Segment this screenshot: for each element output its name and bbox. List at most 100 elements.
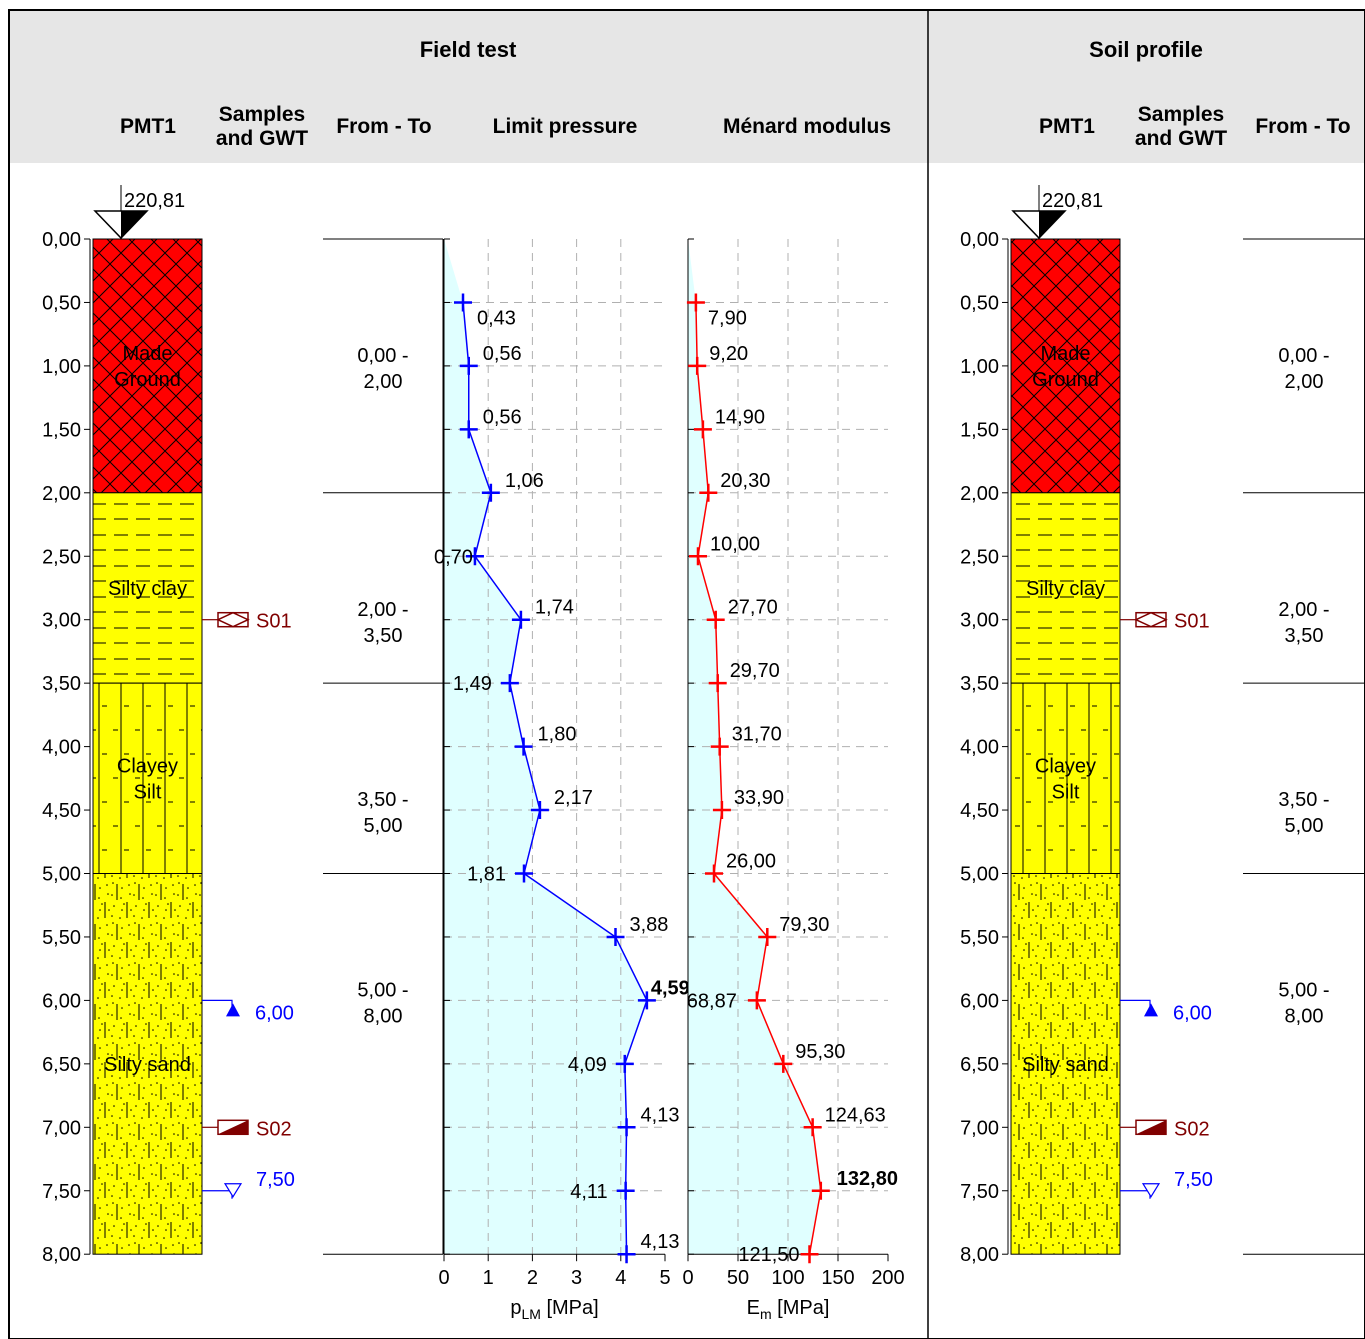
left-borehole: 220,81 Made Ground Silty clay Clayey Silt Silt…: [42, 185, 295, 1266]
elevation-marker-fill-icon: [121, 211, 147, 238]
chart-point-marker: [686, 293, 705, 312]
range-to: 8,00: [1285, 1006, 1324, 1028]
outer-frame: [8, 9, 1365, 1339]
chart-point-marker: [617, 1118, 636, 1137]
chart-point-marker: [481, 483, 500, 502]
groundwater-label: 7,50: [1174, 1169, 1213, 1191]
chart-data-label: 4,13: [641, 1231, 680, 1253]
depth-tick-label: 2,50: [42, 546, 81, 568]
depth-tick-label: 7,50: [42, 1181, 81, 1203]
diagram-body: 220,81 Made Ground Silty clay Clayey Silt Silt…: [42, 185, 1365, 1322]
soil-layer-pattern: [92, 492, 203, 684]
depth-tick-label: 3,50: [42, 673, 81, 695]
range-from: 5,00 -: [357, 980, 408, 1002]
chart-x-tick-label: 200: [871, 1267, 904, 1289]
chart-point-marker: [514, 737, 533, 756]
chart-data-label: 79,30: [779, 914, 829, 936]
sample-box: [217, 611, 249, 628]
range-from: 2,00 -: [1278, 599, 1329, 621]
elevation-label: 220,81: [1042, 190, 1103, 212]
chart-x-tick-label: 1: [483, 1267, 494, 1289]
chart-x-tick-label: 150: [821, 1267, 854, 1289]
depth-tick-label: 3,50: [960, 673, 999, 695]
depth-tick-label: 1,50: [960, 419, 999, 441]
chart-data-label: 33,90: [734, 787, 784, 809]
undisturbed-sample-icon: [1134, 611, 1168, 628]
depth-tick-label: 4,50: [960, 800, 999, 822]
chart-data-label: 14,90: [715, 406, 765, 428]
chart-point-marker: [459, 356, 478, 375]
chart-area-fill: [444, 239, 647, 1255]
chart-data-label: 7,90: [708, 307, 747, 329]
chart-data-label: 95,30: [795, 1041, 845, 1063]
depth-tick-label: 6,50: [42, 1054, 81, 1076]
chart-point-marker: [615, 1054, 634, 1073]
chart-data-label: 4,11: [570, 1181, 607, 1203]
col-samples-right-2: and GWT: [1135, 127, 1227, 150]
depth-tick-label: 2,00: [42, 483, 81, 505]
soil-profile-title: Soil profile: [1089, 37, 1203, 62]
range-to: 3,50: [1285, 625, 1324, 647]
soil-layer-pattern: [92, 682, 203, 875]
soil-layer-name: Clayey: [117, 755, 178, 777]
chart-point-marker: [705, 864, 723, 883]
col-samples-left-2: and GWT: [216, 127, 308, 150]
depth-tick-label: 0,50: [960, 292, 999, 314]
header-band: [9, 10, 1365, 163]
chart-point-marker: [688, 356, 707, 375]
depth-tick-label: 5,50: [42, 927, 81, 949]
chart-point-marker: [708, 674, 727, 693]
chart-point-marker: [511, 610, 530, 629]
chart-x-tick-label: 2: [527, 1267, 538, 1289]
depth-tick-label: 4,50: [42, 800, 81, 822]
soil-layer-name: Silty sand: [1022, 1054, 1109, 1076]
depth-tick-label: 3,00: [42, 610, 81, 632]
undisturbed-sample-icon: [216, 611, 250, 628]
depth-tick-label: 3,00: [960, 610, 999, 632]
groundwater-leader: [1120, 999, 1151, 1009]
chart-point-marker: [774, 1054, 793, 1073]
chart-point-marker: [800, 1245, 819, 1264]
chart-point-marker: [689, 547, 707, 566]
chart-point-marker: [712, 801, 731, 820]
soil-layer-name: Silt: [1052, 781, 1080, 803]
chart-data-label: 1,06: [505, 470, 544, 492]
soil-layer-name: Silty sand: [104, 1054, 191, 1076]
sample-label: S01: [1174, 611, 1210, 633]
depth-tick-label: 6,00: [960, 990, 999, 1012]
chart-data-label: 3,88: [629, 914, 668, 936]
chart-point-marker: [617, 1245, 636, 1264]
range-from: 2,00 -: [357, 599, 408, 621]
soil-layer-pattern: [1010, 873, 1121, 1255]
right-borehole: 220,81 Made Ground Silty clay Clayey Silt Silt…: [960, 185, 1213, 1266]
chart-data-label: 0,56: [483, 406, 522, 428]
chart-point-marker: [803, 1118, 822, 1137]
depth-tick-label: 8,00: [960, 1244, 999, 1266]
disturbed-sample-icon: [1136, 1120, 1166, 1135]
groundwater-open-icon: [223, 1183, 243, 1198]
soil-layer-name: Ground: [114, 369, 181, 391]
column-headers: PMT1 Samples and GWT From - To Limit pre…: [120, 103, 1351, 150]
depth-tick-label: 1,00: [960, 356, 999, 378]
chart-point-marker: [747, 991, 766, 1010]
depth-tick-label: 8,00: [42, 1244, 81, 1266]
groundwater-leader: [202, 999, 233, 1009]
chart-data-label: 121,50: [738, 1244, 799, 1266]
chart-data-label: 4,59: [651, 977, 690, 999]
groundwater-open-icon: [1141, 1183, 1161, 1198]
chart-point-marker: [459, 420, 478, 439]
depth-tick-label: 5,00: [42, 864, 81, 886]
groundwater-label: 6,00: [1173, 1002, 1212, 1024]
chart-data-label: 1,74: [535, 597, 574, 619]
chart-series-line: [695, 302, 822, 1255]
soil-layer-name: Ground: [1032, 369, 1099, 391]
menard-modulus-chart: 0 50 100 150 200 7,90 9,20 14,90 20,30 10,00 27,70…: [682, 238, 905, 1322]
chart-data-label: 26,00: [726, 851, 776, 873]
chart-data-label: 27,70: [728, 597, 778, 619]
col-from-to-right: From - To: [1255, 115, 1350, 138]
chart-data-label: 0,70: [434, 546, 473, 568]
soil-layer-name: Clayey: [1035, 755, 1096, 777]
depth-tick-label: 6,50: [960, 1054, 999, 1076]
chart-point-marker: [693, 420, 712, 439]
